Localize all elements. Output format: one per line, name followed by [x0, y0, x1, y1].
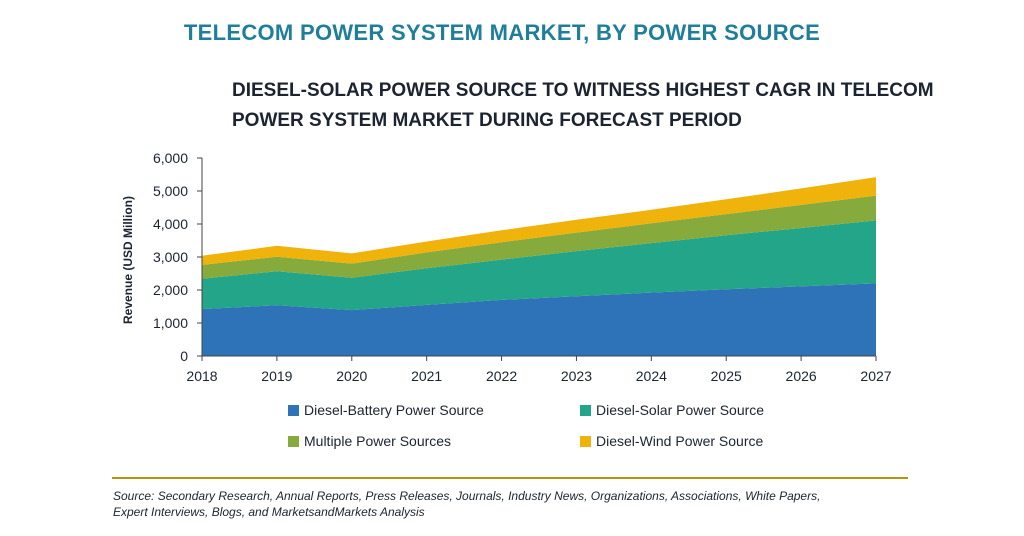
- x-tick-label: 2022: [486, 368, 517, 384]
- y-tick-label: 5,000: [153, 183, 188, 199]
- legend-label-diesel-solar: Diesel-Solar Power Source: [596, 402, 765, 418]
- legend-item-multiple-sources: Multiple Power Sources: [288, 433, 451, 449]
- legend-item-diesel-battery: Diesel-Battery Power Source: [288, 402, 484, 418]
- x-tick-labels: 2018 2019 2020 2021 2022 2023 2024 2025 2026 2027: [186, 368, 891, 384]
- legend-swatch-diesel-solar: [580, 404, 591, 416]
- page-heading: TELECOM POWER SYSTEM MARKET, BY POWER SO…: [183, 20, 821, 45]
- area-multiple-power-sources: [202, 195, 876, 279]
- legend-item-diesel-wind: Diesel-Wind Power Source: [580, 433, 763, 449]
- y-tick-labels: 0 1,000 2,000 3,000 4,000 5,000 6,000: [153, 150, 188, 364]
- legend-label-diesel-wind: Diesel-Wind Power Source: [596, 433, 764, 449]
- x-tick-label: 2026: [786, 368, 817, 384]
- x-tick-label: 2019: [261, 368, 292, 384]
- chart-axes: [197, 157, 877, 361]
- legend-label-diesel-battery: Diesel-Battery Power Source: [304, 402, 484, 418]
- y-tick-label: 4,000: [153, 216, 188, 232]
- legend-label-multiple-sources: Multiple Power Sources: [304, 433, 452, 449]
- x-tick-label: 2025: [711, 368, 742, 384]
- y-tick-label: 3,000: [153, 249, 188, 265]
- source-note: Source: Secondary Research, Annual Repor…: [113, 488, 913, 520]
- legend-swatch-multiple-sources: [288, 435, 299, 447]
- y-tick-label: 2,000: [153, 282, 188, 298]
- legend-swatch-diesel-wind: [580, 435, 591, 447]
- source-note-line-2: Expert Interviews, Blogs, and Marketsand…: [113, 505, 425, 519]
- y-axis-label: Revenue (USD Million): [121, 196, 135, 324]
- x-tick-label: 2024: [636, 368, 667, 384]
- x-tick-label: 2021: [411, 368, 442, 384]
- y-tick-label: 6,000: [153, 150, 188, 166]
- area-diesel-battery-power-source: [202, 283, 876, 356]
- x-tick-label: 2023: [561, 368, 592, 384]
- chart-title-line-1: DIESEL-SOLAR POWER SOURCE TO WITNESS HIG…: [232, 80, 934, 101]
- footer-divider: [112, 477, 908, 479]
- legend-item-diesel-solar: Diesel-Solar Power Source: [580, 402, 764, 418]
- area-diesel-wind-power-source: [202, 177, 876, 265]
- stacked-area-chart: 0 1,000 2,000 3,000 4,000 5,000 6,000 2018 2019…: [121, 150, 892, 384]
- area-layers: [202, 177, 876, 356]
- legend-swatch-diesel-battery: [288, 404, 299, 416]
- chart-title-line-2: POWER SYSTEM MARKET DURING FORECAST PERI…: [232, 110, 742, 131]
- source-note-line-1: Source: Secondary Research, Annual Repor…: [113, 489, 821, 503]
- chart-title: DIESEL-SOLAR POWER SOURCE TO WITNESS HIG…: [232, 76, 934, 136]
- y-tick-label: 1,000: [153, 315, 188, 331]
- x-tick-label: 2027: [860, 368, 891, 384]
- x-tick-label: 2020: [336, 368, 367, 384]
- x-tick-label: 2018: [186, 368, 217, 384]
- area-diesel-solar-power-source: [202, 220, 876, 311]
- y-tick-label: 0: [180, 348, 188, 364]
